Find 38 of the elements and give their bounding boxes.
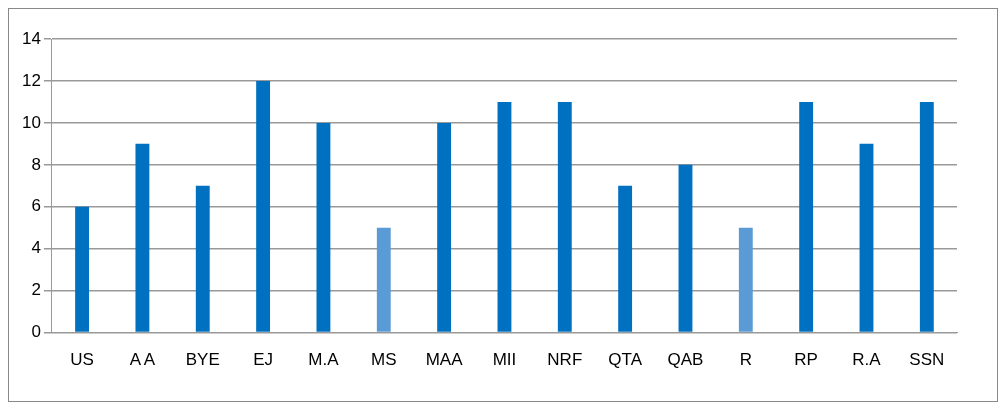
x-tick-label: R.A	[852, 350, 882, 370]
x-tick-label: NRF	[547, 350, 583, 370]
x-tick-label: R	[739, 350, 752, 370]
bar	[497, 101, 512, 332]
x-tick-label: QAB	[667, 350, 704, 370]
x-tick-label: MAA	[425, 350, 464, 370]
x-tick-label: SSN	[909, 350, 945, 370]
bar	[618, 185, 633, 332]
bar	[256, 80, 271, 332]
x-tick-label: RP	[794, 350, 818, 370]
bar	[678, 164, 693, 332]
y-tick-label: 0	[31, 322, 41, 342]
bar	[316, 122, 331, 332]
bar	[135, 143, 150, 332]
y-tick-label: 2	[31, 280, 41, 300]
bar	[859, 143, 874, 332]
bar	[376, 227, 391, 332]
bar	[738, 227, 753, 332]
bar	[437, 122, 452, 332]
x-tick-label: US	[70, 350, 94, 370]
x-tick-label: BYE	[185, 350, 220, 370]
bar	[195, 185, 210, 332]
y-tick-label: 14	[21, 28, 41, 48]
y-tick-label: 6	[31, 196, 41, 216]
x-tick-label: EJ	[253, 350, 274, 370]
y-tick-label: 4	[31, 238, 41, 258]
x-tick-label: QTA	[608, 350, 643, 370]
bar	[557, 101, 572, 332]
y-tick-label: 8	[31, 154, 41, 174]
x-tick-label: MS	[371, 350, 397, 370]
y-tick-label: 10	[21, 112, 41, 132]
bar	[75, 206, 90, 332]
y-tick-label: 12	[21, 70, 41, 90]
bar	[799, 101, 814, 332]
x-tick-label: M.A	[308, 350, 340, 370]
bar	[919, 101, 934, 332]
x-tick-label: A A	[129, 350, 156, 370]
x-tick-label: MII	[492, 350, 517, 370]
